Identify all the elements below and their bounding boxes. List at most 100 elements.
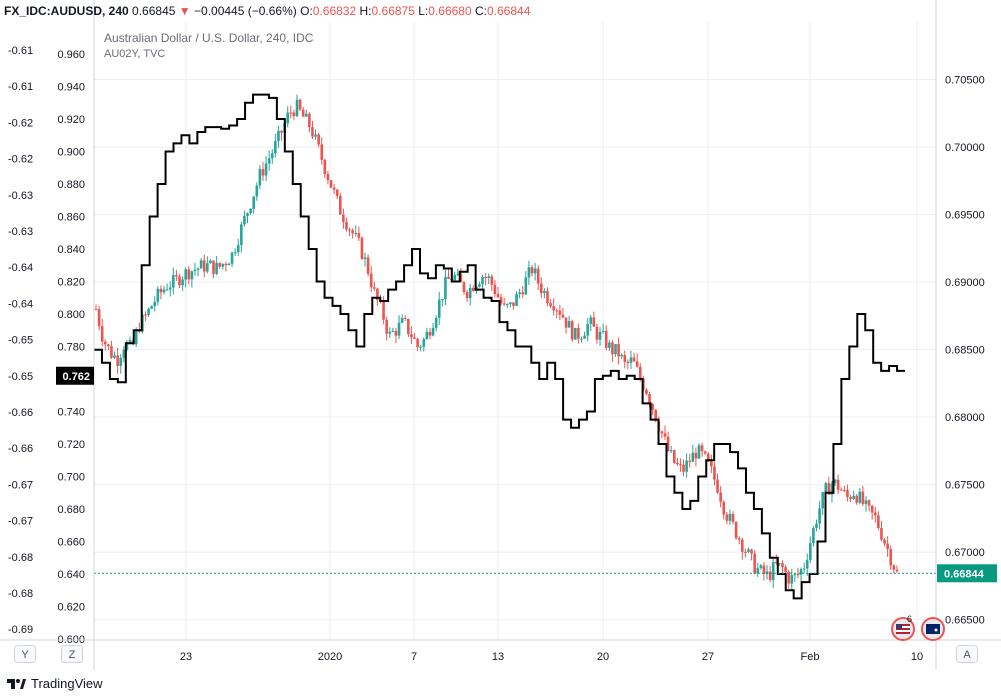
tradingview-logo[interactable]: TradingView [6, 676, 103, 691]
candle-body [122, 349, 126, 358]
candle-body [833, 479, 837, 484]
high-value: 0.66875 [371, 4, 415, 18]
candle-body [428, 331, 432, 336]
candle-body [608, 342, 611, 348]
price-chart[interactable]: 23 2020 7 13 20 27 Feb 10 0.70500 0.70000 0.69500 0… [0, 0, 1001, 670]
x-tick-label: 27 [702, 651, 714, 663]
candle-body [496, 293, 500, 298]
left-axis-tick: -0.66 [8, 407, 33, 419]
candle-body [839, 489, 843, 491]
candle-body [824, 483, 828, 493]
candle-body [314, 134, 317, 137]
middle-axis-tick: 0.940 [57, 82, 85, 94]
candle-body [172, 275, 175, 288]
y-axis-button[interactable]: Y [14, 645, 36, 663]
candle-body [530, 267, 534, 274]
candle-body [295, 99, 299, 117]
candle-body [691, 452, 695, 462]
candle-body [505, 304, 509, 306]
candle-body [252, 196, 256, 209]
candle-body [258, 169, 262, 186]
candle-body [549, 303, 552, 307]
candle-body [713, 466, 716, 480]
candle-body [580, 338, 583, 340]
candle-body [796, 574, 800, 576]
left-axis-tick: -0.61 [8, 45, 33, 57]
candle-body [434, 317, 438, 328]
candle-body [304, 113, 308, 117]
candle-body [360, 237, 364, 259]
auto-scale-button[interactable]: A [956, 645, 978, 663]
candle-body [431, 327, 435, 336]
candle-body [784, 567, 787, 572]
left-axis-tick: -0.64 [8, 262, 33, 274]
candle-body [462, 282, 466, 293]
candle-body [338, 195, 342, 215]
candle-body [264, 163, 268, 176]
candle-body [564, 317, 568, 328]
candle-body [855, 495, 859, 503]
candle-body [870, 505, 874, 513]
symbol-name[interactable]: FX_IDC:AUDUSD, 240 [4, 4, 129, 18]
tradingview-logo-icon [7, 678, 26, 689]
candle-body [261, 169, 265, 176]
left-axis-tick: -0.66 [8, 443, 33, 455]
overlay-legend[interactable]: AU02Y, TVC [104, 48, 166, 60]
right-axis-tick: 0.67500 [945, 480, 985, 492]
middle-axis-tick: 0.660 [57, 537, 85, 549]
middle-axis-tick: 0.740 [57, 407, 85, 419]
down-arrow-icon: ▼ [178, 4, 191, 18]
candle-body [601, 330, 605, 332]
candle-body [722, 501, 726, 515]
candle-body [583, 335, 586, 339]
z-axis-button[interactable]: Z [61, 645, 83, 663]
candle-body [552, 306, 555, 311]
candle-body [737, 538, 741, 540]
candle-body [706, 453, 710, 462]
us-flag-event-icon[interactable] [891, 617, 915, 641]
candle-body [645, 389, 648, 394]
candle-body [604, 330, 608, 348]
candle-body [218, 262, 221, 267]
candle-body [561, 314, 565, 318]
candle-body [456, 273, 460, 275]
left-axis-tick: -0.68 [8, 588, 33, 600]
candle-body [892, 565, 896, 570]
candle-body [873, 512, 877, 516]
right-axis-tick: 0.70000 [945, 142, 985, 154]
candle-body [391, 330, 395, 332]
candle-body [298, 99, 302, 110]
middle-axis-tick: 0.720 [57, 439, 85, 451]
candle-body [654, 409, 658, 422]
candle-body [867, 500, 871, 506]
candle-body [366, 257, 370, 274]
left-axis-tick: -0.68 [8, 552, 33, 564]
candle-body [626, 361, 630, 363]
au-flag-event-icon[interactable] [921, 617, 945, 641]
candle-body [846, 490, 849, 497]
candle-body [815, 523, 818, 528]
candle-body [697, 445, 701, 459]
chart-legend-title[interactable]: Australian Dollar / U.S. Dollar, 240, ID… [104, 31, 314, 45]
right-axis-tick: 0.67000 [945, 547, 985, 559]
event-count-badge: 6 [907, 614, 913, 624]
right-axis-tick: 0.69000 [945, 277, 985, 289]
candle-body [196, 268, 200, 270]
candle-body [233, 252, 237, 254]
candle-body [703, 451, 707, 454]
candle-body [326, 174, 330, 181]
candle-body [611, 342, 614, 355]
x-tick-label: 20 [597, 651, 609, 663]
candle-body [734, 522, 738, 539]
candle-body [895, 569, 899, 572]
candle-body [651, 403, 654, 410]
candle-body [441, 299, 444, 301]
candle-body [168, 287, 172, 290]
candle-body [274, 141, 277, 154]
last-price-tag-label: 0.66844 [944, 568, 985, 580]
candle-body [889, 549, 893, 566]
candle-body [134, 330, 138, 345]
candle-body [212, 260, 215, 274]
candle-body [416, 338, 419, 348]
candle-body [329, 180, 333, 188]
